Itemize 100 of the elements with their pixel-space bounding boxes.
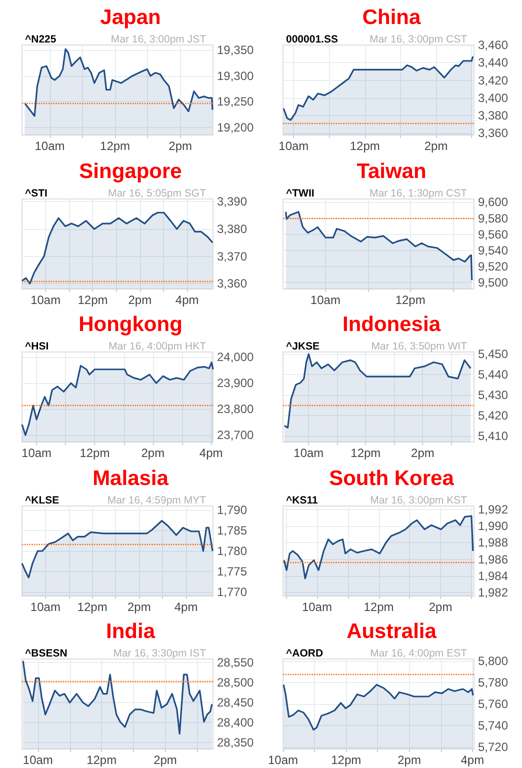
x-tick-label: 2pm — [128, 600, 151, 614]
x-tick-label: 4pm — [460, 753, 484, 768]
x-tick-label: 2pm — [128, 292, 152, 307]
x-tick-label: 4pm — [199, 446, 223, 460]
chart-subtitle: ^STI — [25, 187, 48, 200]
y-tick-label: 19,250 — [217, 94, 254, 109]
x-tick-label: 10am — [22, 446, 52, 460]
chart-subtitle: 000001.SS — [286, 34, 338, 46]
y-tick-label: 3,390 — [217, 194, 248, 208]
chart-title: Japan — [100, 6, 161, 29]
y-tick-label: 3,420 — [478, 73, 508, 88]
x-tick-label: 10am — [294, 446, 324, 460]
y-tick-label: 1,775 — [217, 564, 248, 578]
y-tick-label: 3,380 — [478, 108, 508, 123]
x-tick-label: 2pm — [428, 600, 452, 614]
y-tick-label: 5,450 — [478, 347, 508, 362]
y-tick-label: 1,990 — [478, 518, 508, 533]
chart-title: India — [106, 620, 156, 644]
y-tick-label: 5,430 — [478, 388, 508, 402]
y-tick-label: 24,000 — [217, 350, 254, 364]
y-tick-label: 5,760 — [478, 697, 508, 712]
x-tick-label: 10am — [278, 139, 309, 153]
x-tick-label: 12pm — [331, 753, 362, 768]
x-tick-label: 12pm — [80, 446, 110, 460]
x-tick-label: 10am — [268, 753, 298, 768]
annotation: Mar 16, 1:30pm CST — [370, 187, 468, 200]
x-tick-label: 12pm — [395, 292, 426, 307]
y-tick-label: 5,410 — [478, 429, 508, 444]
x-tick-label: 2pm — [411, 446, 434, 460]
x-tick-label: 12pm — [350, 446, 381, 460]
y-tick-label: 9,560 — [478, 226, 508, 241]
x-tick-label: 2pm — [424, 139, 448, 153]
y-tick-label: 23,800 — [217, 402, 254, 416]
x-tick-label: 10am — [22, 753, 53, 768]
chart-title: Indonesia — [342, 313, 441, 336]
annotation: Mar 16, 3:00pm JST — [110, 34, 207, 46]
annotation: Mar 16, 3:30pm IST — [113, 648, 207, 660]
y-tick-label: 5,740 — [478, 718, 508, 733]
y-tick-label: 9,500 — [478, 275, 508, 290]
x-tick-label: 12pm — [78, 292, 108, 307]
y-tick-label: 5,440 — [478, 368, 508, 382]
y-tick-label: 28,350 — [217, 736, 254, 750]
y-tick-label: 19,350 — [217, 43, 254, 58]
chart-subtitle: ^KS11 — [286, 494, 318, 506]
annotation: Mar 16, 4:00pm HKT — [108, 340, 207, 353]
y-tick-label: 1,982 — [478, 585, 508, 600]
y-tick-label: 23,900 — [217, 376, 254, 390]
y-tick-label: 1,790 — [217, 502, 248, 517]
y-tick-label: 1,992 — [478, 502, 508, 516]
y-tick-label: 3,440 — [478, 56, 508, 70]
y-tick-label: 3,400 — [478, 90, 508, 105]
y-tick-label: 3,380 — [217, 222, 248, 236]
x-tick-label: 4pm — [175, 292, 199, 307]
x-tick-label: 10am — [34, 139, 65, 153]
y-tick-label: 3,360 — [217, 276, 248, 290]
chart-subtitle: ^TWII — [286, 187, 314, 200]
y-tick-label: 3,370 — [217, 248, 248, 263]
y-tick-label: 28,400 — [217, 716, 254, 730]
chart-title: Australia — [346, 620, 437, 644]
y-tick-label: 5,780 — [478, 676, 508, 690]
y-tick-label: 3,460 — [478, 38, 508, 52]
x-tick-label: 12pm — [350, 139, 380, 153]
x-tick-label: 10am — [30, 600, 60, 614]
y-tick-label: 1,984 — [478, 568, 508, 583]
annotation: Mar 16, 5:05pm SGT — [108, 187, 207, 200]
chart-title: China — [362, 6, 421, 29]
x-tick-label: 12pm — [364, 600, 394, 614]
y-tick-label: 5,420 — [478, 408, 508, 423]
x-tick-label: 10am — [30, 292, 61, 307]
y-tick-label: 9,520 — [478, 259, 508, 274]
y-tick-label: 9,540 — [478, 243, 508, 258]
annotation: Mar 16, 3:00pm CST — [370, 34, 468, 46]
chart-subtitle: ^KLSE — [25, 494, 60, 506]
x-tick-label: 10am — [302, 600, 332, 614]
x-tick-label: 12pm — [86, 753, 117, 768]
x-tick-label: 2pm — [168, 139, 192, 153]
y-tick-label: 28,500 — [217, 676, 254, 690]
y-tick-label: 28,450 — [217, 696, 254, 710]
y-tick-label: 1,986 — [478, 552, 508, 566]
y-tick-label: 1,780 — [217, 544, 248, 558]
x-tick-label: 10am — [310, 292, 340, 307]
chart-subtitle: ^JKSE — [286, 340, 320, 353]
y-tick-label: 1,988 — [478, 535, 508, 550]
x-tick-label: 2pm — [154, 753, 177, 768]
chart-title: Hongkong — [78, 313, 182, 336]
y-tick-label: 19,300 — [217, 68, 254, 83]
chart-title: Malasia — [92, 466, 169, 490]
x-tick-label: 2pm — [398, 753, 421, 768]
y-tick-label: 1,785 — [217, 523, 248, 538]
y-tick-label: 28,550 — [217, 656, 254, 670]
chart-subtitle: ^BSESN — [25, 648, 68, 660]
x-tick-label: 12pm — [100, 139, 130, 153]
y-tick-label: 23,700 — [217, 428, 254, 442]
x-tick-label: 4pm — [174, 600, 198, 614]
y-tick-label: 19,200 — [217, 120, 254, 134]
chart-subtitle: ^AORD — [286, 648, 324, 660]
y-tick-label: 1,770 — [217, 584, 248, 599]
y-tick-label: 5,800 — [478, 654, 508, 669]
x-tick-label: 2pm — [141, 446, 165, 460]
chart-subtitle: ^HSI — [25, 340, 49, 353]
